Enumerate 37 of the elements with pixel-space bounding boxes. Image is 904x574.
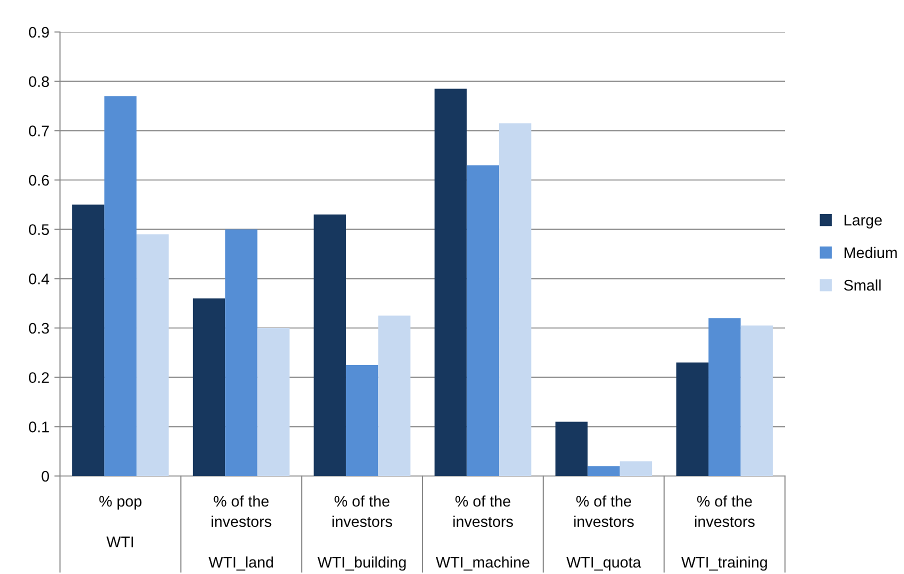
- y-tick-label: 0.6: [28, 174, 49, 186]
- y-tick-label: 0.5: [28, 224, 49, 236]
- category-label: % of the investors WTI_land: [208, 495, 273, 571]
- y-tick-label: 0.3: [28, 322, 49, 334]
- bar: [466, 165, 500, 476]
- legend-label: Small: [844, 279, 881, 291]
- bar: [225, 229, 258, 476]
- y-tick-label: 0.7: [28, 126, 49, 136]
- bar: [588, 466, 620, 476]
- bar: [434, 88, 467, 476]
- category-label: % pop WTI: [99, 496, 142, 548]
- bar: [555, 422, 588, 476]
- y-tick-label: 0.2: [28, 372, 49, 384]
- category-label: % of the investors WTI_building: [318, 495, 406, 571]
- bar: [257, 328, 290, 476]
- bar: [72, 204, 104, 476]
- category-label: % of the investors WTI_quota: [566, 495, 642, 571]
- bar: [192, 298, 226, 476]
- legend-label: Large: [844, 214, 882, 229]
- y-tick-label: 0.8: [28, 76, 49, 88]
- bar: [136, 234, 169, 476]
- category-label: % of the investors WTI_training: [681, 495, 767, 571]
- y-tick-label: 0: [42, 470, 49, 482]
- bar: [499, 123, 532, 476]
- y-tick-label: 0.9: [28, 26, 49, 38]
- bar: [620, 461, 652, 476]
- bar: [378, 316, 410, 476]
- bar: [104, 96, 137, 476]
- y-tick-label: 0.1: [28, 422, 49, 432]
- bar: [740, 326, 773, 476]
- y-tick-label: 0.4: [28, 274, 50, 284]
- bar: [314, 214, 346, 476]
- legend-label: Medium: [844, 246, 897, 258]
- category-label: % of the investors WTI_machine: [436, 495, 530, 571]
- bar: [346, 365, 378, 476]
- bar: [708, 318, 741, 476]
- bar: [676, 362, 708, 476]
